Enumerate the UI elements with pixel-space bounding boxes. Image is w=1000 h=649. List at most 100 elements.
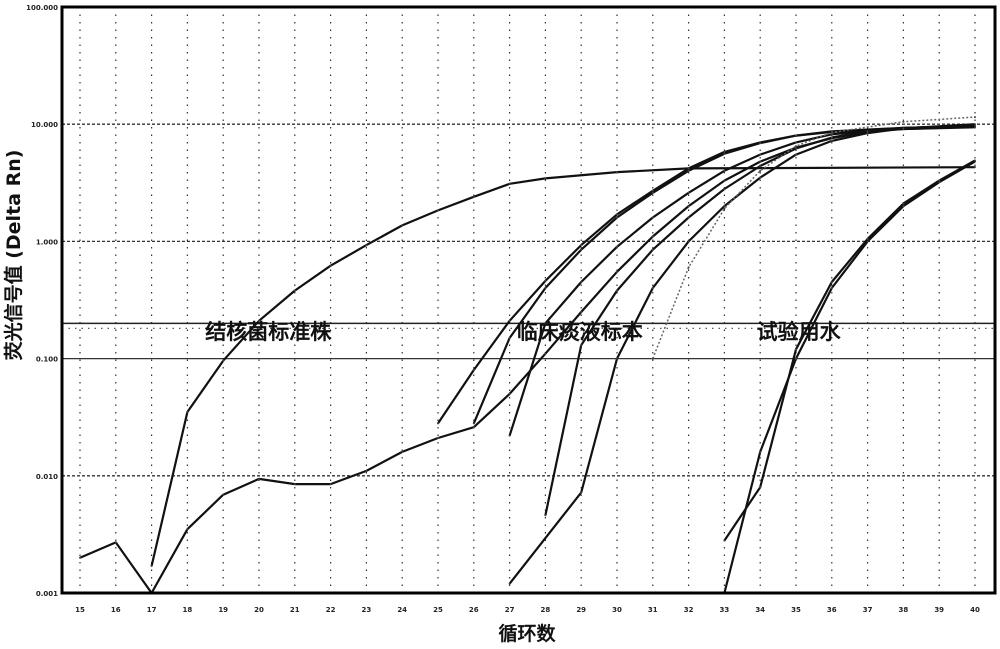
x-tick-label: 23 <box>362 606 372 614</box>
data-point <box>974 166 976 169</box>
x-tick-label: 15 <box>75 606 85 614</box>
x-tick-label: 21 <box>290 606 300 614</box>
data-point <box>866 132 869 135</box>
data-point <box>472 195 475 198</box>
data-point <box>616 289 618 292</box>
data-point <box>114 541 117 544</box>
data-point <box>974 123 976 126</box>
y-tick-label: 0.001 <box>36 590 58 598</box>
data-point <box>830 136 833 139</box>
series-line-clinical-1 <box>79 125 976 595</box>
data-point <box>830 131 833 134</box>
data-point <box>186 411 189 414</box>
data-point <box>616 245 618 248</box>
data-point <box>508 336 511 339</box>
y-tick-label: 0.100 <box>36 356 58 364</box>
data-point <box>723 179 726 182</box>
data-point <box>508 582 511 585</box>
data-point <box>150 564 153 567</box>
data-point <box>687 191 690 194</box>
data-point <box>759 176 762 179</box>
x-tick-label: 40 <box>970 606 980 614</box>
data-point <box>723 152 726 155</box>
x-tick-label: 34 <box>755 606 765 614</box>
annotation-label: 试验用水 <box>757 320 842 344</box>
data-point <box>293 289 296 292</box>
data-point <box>974 116 976 119</box>
data-point <box>472 368 475 371</box>
data-point <box>580 281 583 284</box>
data-point <box>795 348 797 351</box>
data-point <box>651 248 654 251</box>
grid <box>62 6 995 594</box>
data-point <box>401 450 404 453</box>
x-tick-label: 29 <box>576 606 586 614</box>
data-point <box>687 167 690 170</box>
data-point <box>795 147 797 150</box>
data-point <box>508 392 511 395</box>
data-point <box>687 216 690 219</box>
x-tick-label: 22 <box>326 606 336 614</box>
data-point <box>580 248 583 251</box>
y-tick-labels: 100.000 10.000 1.000 0.100 0.010 0.001 <box>26 4 58 598</box>
data-point <box>723 539 726 542</box>
data-point <box>830 133 833 136</box>
x-tick-label: 32 <box>684 606 694 614</box>
data-point <box>687 169 690 172</box>
data-point <box>329 483 332 486</box>
data-point <box>974 159 976 162</box>
y-tick-label: 100.000 <box>26 4 58 12</box>
data-point <box>651 287 654 290</box>
data-point <box>759 153 762 156</box>
data-point <box>616 216 618 219</box>
data-point <box>830 287 833 290</box>
data-point <box>580 310 583 313</box>
x-tick-label: 17 <box>147 606 157 614</box>
x-tick-label: 36 <box>827 606 837 614</box>
data-point <box>687 205 690 208</box>
data-point <box>222 359 225 362</box>
data-point <box>186 528 189 531</box>
x-tick-label: 31 <box>648 606 658 614</box>
data-point <box>616 270 618 273</box>
data-point <box>723 187 726 190</box>
x-tick-label: 33 <box>720 606 730 614</box>
data-point <box>902 202 905 205</box>
data-point <box>616 171 618 174</box>
x-tick-label: 37 <box>863 606 873 614</box>
data-point <box>329 264 332 267</box>
x-tick-labels: 15 16 17 18 19 20 21 22 23 24 25 26 27 28 29 30 31 32 33 34… <box>75 606 980 614</box>
data-point <box>866 130 869 133</box>
data-point <box>795 141 797 144</box>
data-point <box>544 514 547 517</box>
data-point <box>687 266 690 269</box>
y-tick-label: 1.000 <box>36 238 58 246</box>
x-tick-label: 20 <box>254 606 264 614</box>
data-point <box>830 281 833 284</box>
data-point <box>795 145 797 148</box>
plot-frame <box>60 5 997 595</box>
x-tick-label: 38 <box>899 606 909 614</box>
x-tick-label: 39 <box>934 606 944 614</box>
data-point <box>687 240 690 243</box>
data-point <box>759 160 762 163</box>
data-point <box>472 422 475 425</box>
data-point <box>580 491 583 494</box>
annotation-label: 结核菌标准株 <box>205 320 332 344</box>
x-tick-label: 26 <box>469 606 479 614</box>
series-line-clinical-2 <box>437 126 976 425</box>
data-point <box>723 207 726 210</box>
data-point <box>401 224 404 227</box>
data-point <box>508 182 511 185</box>
data-point <box>544 177 547 180</box>
data-point <box>759 142 762 145</box>
data-point <box>795 357 797 360</box>
data-point <box>795 134 797 137</box>
x-tick-label: 25 <box>433 606 443 614</box>
data-point <box>472 426 475 429</box>
series-line-water-2 <box>723 159 976 542</box>
data-point <box>258 477 260 480</box>
data-point <box>544 352 547 355</box>
x-tick-label: 19 <box>218 606 228 614</box>
